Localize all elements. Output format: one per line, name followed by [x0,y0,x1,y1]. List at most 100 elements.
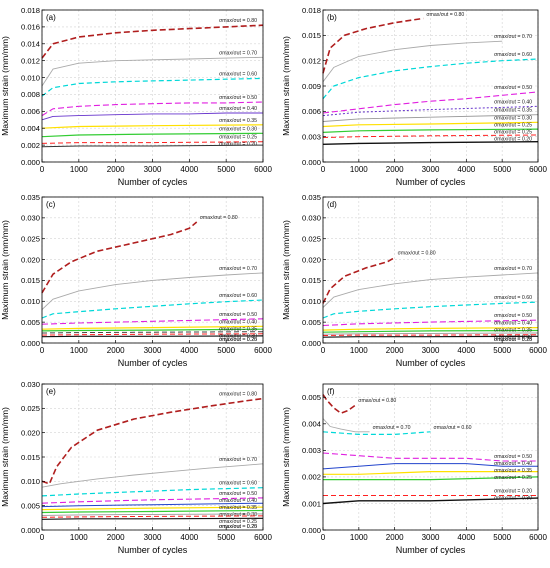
series-label: σmax/σut = 0.35 [494,328,532,334]
series-label: σmax/σut = 0.50 [219,312,257,318]
series-label: σmax/σut = 0.35 [494,108,532,114]
series-label: σmax/σut = 0.35 [219,505,257,511]
series-line [41,515,264,518]
x-tick-label: 5000 [493,346,511,355]
x-tick-label: 0 [321,165,326,174]
x-tick-label: 0 [321,346,326,355]
series-line [322,335,539,338]
x-tick-label: 1000 [350,165,368,174]
series-line [322,40,503,83]
chart-panel: σmax/σut = 0.80 σmax/σut = 0.70 σmax/σut =… [0,6,272,187]
series-label: σmax/σut = 0.40 [494,99,532,105]
x-tick-label: 6000 [254,165,272,174]
series-label: σmax/σut = 0.35 [219,326,257,332]
panel-label: (a) [46,13,56,22]
y-tick-label: 0.030 [21,214,40,223]
series-line [41,397,264,485]
chart-panel: σmax/σut = 0.80 σmax/σut = 0.70 σmax/σut =… [281,383,547,555]
series-line [322,334,539,336]
y-tick-label: 0.000 [21,339,40,348]
x-tick-label: 0 [40,533,45,542]
y-axis-label: Maximum strain (mm/mm) [0,36,10,136]
series-line [322,91,539,114]
series-label: σmax/σut = 0.25 [219,135,257,141]
chart-panel: σmax/σut = 0.80 σmax/σut = 0.70 σmax/σut =… [281,6,547,187]
series-line [41,325,264,330]
panel-label: (d) [327,200,337,209]
y-tick-label: 0.012 [302,56,321,65]
series-line [41,318,264,325]
x-axis-label: Number of cycles [118,177,188,187]
series-label: σmax/σut = 0.60 [219,293,257,299]
series-line [41,463,264,488]
x-tick-label: 4000 [457,165,475,174]
y-tick-label: 0.006 [21,107,40,116]
x-tick-label: 5000 [493,165,511,174]
series-line [322,141,539,145]
y-tick-label: 0.015 [21,453,40,462]
x-tick-label: 3000 [422,165,440,174]
series-label: σmax/σut = 0.50 [494,313,532,319]
series-line [41,144,264,148]
y-tick-label: 0.010 [302,297,321,306]
series-label: σmax/σut = 0.20 [494,488,532,494]
series-label: σmax/σut = 0.70 [494,266,532,272]
y-tick-label: 0.015 [302,31,321,40]
x-tick-label: 3000 [144,165,162,174]
y-tick-label: 0.005 [21,501,40,510]
series-line [322,327,539,331]
x-tick-label: 5000 [217,533,235,542]
series-line [41,335,264,338]
y-tick-label: 0.020 [21,428,40,437]
series-line [322,256,396,304]
y-tick-label: 0.008 [21,90,40,99]
series-label: σmax/σut = 0.80 [426,12,464,18]
series-label: σmax/σut = 0.80 [358,398,396,404]
x-tick-label: 5000 [217,346,235,355]
series-label: σmax/σut = 0.60 [494,52,532,58]
y-tick-label: 0.004 [21,124,40,133]
y-tick-label: 0.005 [302,318,321,327]
x-tick-label: 2000 [386,346,404,355]
y-tick-label: 0.010 [21,297,40,306]
y-tick-label: 0.015 [21,276,40,285]
series-label: σmax/σut = 0.70 [219,266,257,272]
series-label: σmax/σut = 0.25 [494,129,532,135]
series-line [41,502,264,508]
series-label: σmax/σut = 0.25 [494,475,532,481]
y-tick-label: 0.001 [302,499,321,508]
y-tick-label: 0.025 [21,235,40,244]
x-tick-label: 0 [40,346,45,355]
y-tick-label: 0.009 [302,82,321,91]
x-tick-label: 2000 [107,346,125,355]
series-line [322,431,431,435]
x-tick-label: 4000 [180,165,198,174]
series-line [322,418,370,433]
y-tick-label: 0.018 [302,6,321,15]
x-tick-label: 0 [40,165,45,174]
x-tick-label: 0 [321,533,326,542]
y-tick-label: 0.030 [21,380,40,389]
series-line [322,272,539,308]
x-axis-label: Number of cycles [396,358,466,368]
y-tick-label: 0.010 [21,477,40,486]
series-line [41,497,264,504]
y-tick-label: 0.005 [21,318,40,327]
series-label: σmax/σut = 0.40 [494,461,532,467]
x-tick-label: 2000 [107,165,125,174]
x-tick-label: 6000 [254,346,272,355]
series-line [322,58,539,100]
x-tick-label: 4000 [180,346,198,355]
y-tick-label: 0.000 [21,526,40,535]
panel-label: (c) [46,200,56,209]
series-label: σmax/σut = 0.30 [494,115,532,121]
series-line [322,332,539,335]
y-tick-label: 0.018 [21,6,40,15]
x-tick-label: 3000 [422,346,440,355]
y-tick-label: 0.000 [302,158,321,167]
x-tick-label: 4000 [180,533,198,542]
x-tick-label: 2000 [386,165,404,174]
y-tick-label: 0.002 [21,141,40,150]
panel-label: (f) [327,387,335,396]
